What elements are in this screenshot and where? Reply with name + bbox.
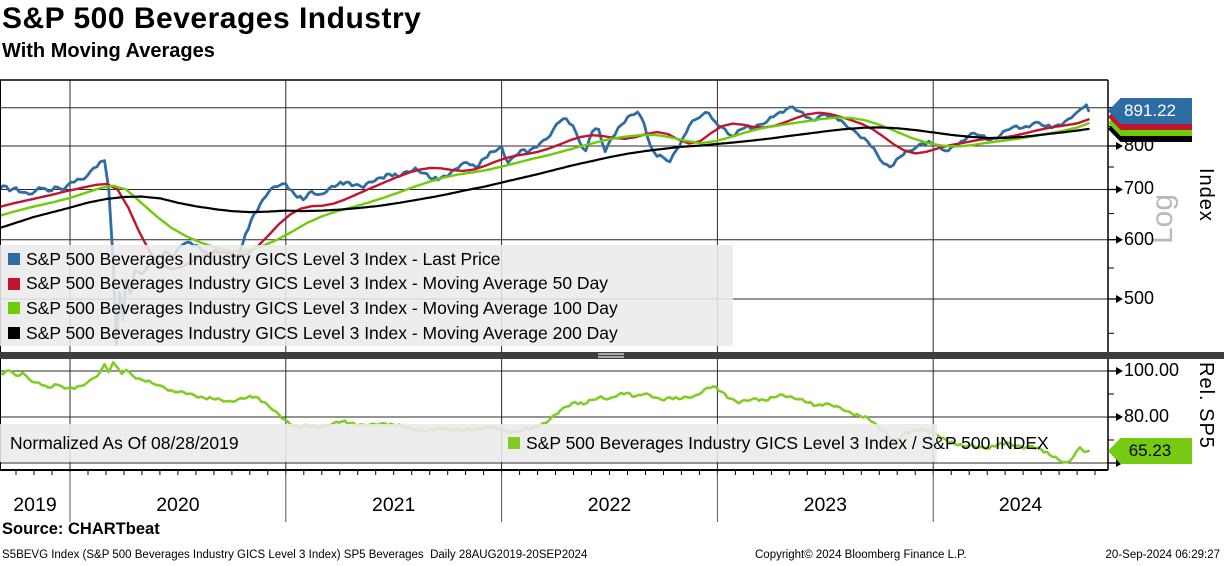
- legend-item-last-price[interactable]: S&P 500 Beverages Industry GICS Level 3 …: [0, 247, 733, 272]
- source-label: Source: CHARTbeat: [2, 520, 160, 538]
- legend-item-label: S&P 500 Beverages Industry GICS Level 3 …: [26, 322, 618, 343]
- normalized-as-of-label: Normalized As Of 08/28/2019: [10, 433, 239, 453]
- footer-copyright: Copyright© 2024 Bloomberg Finance L.P.: [755, 549, 967, 561]
- legend-swatch-icon: [8, 327, 20, 340]
- legend-swatch-icon: [8, 302, 20, 315]
- x-axis-year-label: 2019: [13, 494, 57, 516]
- page-title: S&P 500 Beverages Industry: [2, 2, 422, 35]
- main-legend: S&P 500 Beverages Industry GICS Level 3 …: [0, 245, 733, 346]
- footer-timestamp: 20-Sep-2024 06:29:27: [1105, 549, 1220, 561]
- page-subtitle: With Moving Averages: [2, 40, 215, 62]
- lower-legend-band: [0, 424, 937, 462]
- x-axis-year-label: 2023: [803, 494, 847, 516]
- main-axis-title: Index: [1195, 168, 1217, 222]
- legend-swatch-icon: [8, 253, 20, 266]
- lower-y-tick-label: 100.00: [1124, 360, 1180, 380]
- ratio-legend-swatch-icon: [508, 437, 520, 449]
- lower-axis-title: Rel. SP5: [1195, 362, 1217, 449]
- legend-item-label: S&P 500 Beverages Industry GICS Level 3 …: [26, 248, 501, 269]
- last-price-badge: 891.22: [1108, 98, 1192, 124]
- main-y-tick-label: 600: [1124, 228, 1155, 249]
- legend-item-ma-100-day[interactable]: S&P 500 Beverages Industry GICS Level 3 …: [0, 296, 733, 321]
- footer-ticker-info: S5BEVG Index (S&P 500 Beverages Industry…: [2, 549, 588, 561]
- legend-item-label: S&P 500 Beverages Industry GICS Level 3 …: [26, 297, 618, 318]
- x-axis-year-label: 2020: [156, 494, 200, 516]
- main-y-tick-label: 500: [1124, 288, 1155, 308]
- ratio-last-badge: 65.23: [1108, 438, 1192, 464]
- panel-resize-handle[interactable]: [598, 353, 624, 358]
- lower-y-tick-label: 80.00: [1124, 406, 1170, 426]
- legend-item-ma-200-day[interactable]: S&P 500 Beverages Industry GICS Level 3 …: [0, 321, 733, 346]
- main-y-tick-label: 700: [1124, 178, 1155, 199]
- legend-item-ma-50-day[interactable]: S&P 500 Beverages Industry GICS Level 3 …: [0, 272, 733, 297]
- ratio-legend-label[interactable]: S&P 500 Beverages Industry GICS Level 3 …: [526, 433, 1049, 453]
- legend-swatch-icon: [8, 277, 20, 290]
- legend-item-label: S&P 500 Beverages Industry GICS Level 3 …: [26, 273, 609, 294]
- x-axis-year-label: 2022: [587, 494, 632, 516]
- x-axis-year-label: 2021: [371, 494, 416, 516]
- x-axis-year-label: 2024: [998, 494, 1043, 516]
